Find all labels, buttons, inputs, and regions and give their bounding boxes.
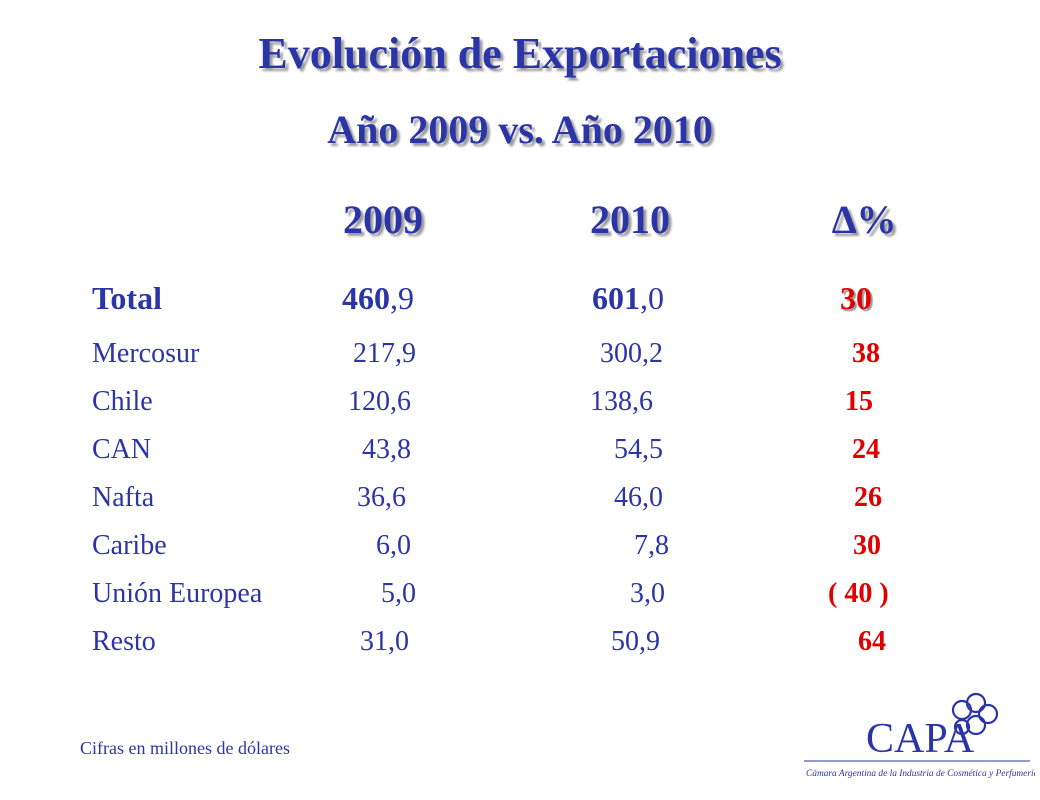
header-2009: 2009 bbox=[343, 197, 423, 242]
value-delta: 30 bbox=[853, 530, 881, 561]
table-row: Caribe 6,0 7,8 30 bbox=[0, 530, 1040, 580]
value-delta: 30 bbox=[840, 280, 872, 316]
value-2009: 31,0 bbox=[360, 626, 409, 657]
value-2009: 43,8 bbox=[362, 434, 411, 465]
table-row: Chile 120,6 138,6 15 bbox=[0, 386, 1040, 436]
value-2009: 460,9 bbox=[342, 280, 414, 316]
table-row: Mercosur 217,9 300,2 38 bbox=[0, 338, 1040, 388]
value-2010: 138,6 bbox=[590, 386, 653, 417]
row-label: Chile bbox=[92, 386, 153, 417]
footnote: Cifras en millones de dólares bbox=[80, 738, 290, 758]
capa-logo: CAPA Cámara Argentina de la Industria de… bbox=[804, 692, 1035, 779]
value-2010: 54,5 bbox=[614, 434, 663, 465]
header-delta: ∆% bbox=[832, 197, 897, 242]
logo-caption: Cámara Argentina de la Industria de Cosm… bbox=[806, 768, 1035, 779]
table-row: Unión Europea 5,0 3,0 ( 40 ) bbox=[0, 578, 1040, 628]
page-title: Evolución de Exportaciones bbox=[258, 29, 782, 78]
value-2009: 120,6 bbox=[348, 386, 411, 417]
value-delta: 64 bbox=[858, 626, 886, 657]
logo-wordmark: CAPA bbox=[866, 716, 975, 762]
value-2010: 46,0 bbox=[614, 482, 663, 513]
header-2010: 2010 bbox=[590, 197, 670, 242]
table-row: Resto 31,0 50,9 64 bbox=[0, 626, 1040, 676]
page-subtitle: Año 2009 vs. Año 2010 bbox=[327, 107, 713, 152]
value-delta: 15 bbox=[845, 386, 873, 417]
table-row: Nafta 36,6 46,0 26 bbox=[0, 482, 1040, 532]
row-label: Unión Europea bbox=[92, 578, 263, 609]
value-delta: 26 bbox=[854, 482, 882, 513]
row-label: Mercosur bbox=[92, 338, 200, 369]
table-row-total: Total 460,9 601,0 30 bbox=[0, 280, 1040, 330]
value-2009: 36,6 bbox=[357, 482, 406, 513]
row-label: Nafta bbox=[92, 482, 155, 513]
row-label: Resto bbox=[92, 626, 156, 657]
value-2010: 50,9 bbox=[611, 626, 660, 657]
value-delta: 24 bbox=[852, 434, 880, 465]
value-2009: 6,0 bbox=[376, 530, 411, 561]
row-label: Total bbox=[92, 280, 162, 316]
value-2009: 217,9 bbox=[353, 338, 416, 369]
value-delta: 38 bbox=[852, 338, 880, 369]
value-2010: 300,2 bbox=[600, 338, 663, 369]
row-label: CAN bbox=[92, 434, 152, 465]
table-row: CAN 43,8 54,5 24 bbox=[0, 434, 1040, 484]
value-2010: 3,0 bbox=[630, 578, 665, 609]
row-label: Caribe bbox=[92, 530, 167, 561]
value-2010: 7,8 bbox=[634, 530, 669, 561]
value-2010: 601,0 bbox=[592, 280, 664, 316]
value-2009: 5,0 bbox=[381, 578, 416, 609]
value-delta: ( 40 ) bbox=[828, 578, 889, 609]
